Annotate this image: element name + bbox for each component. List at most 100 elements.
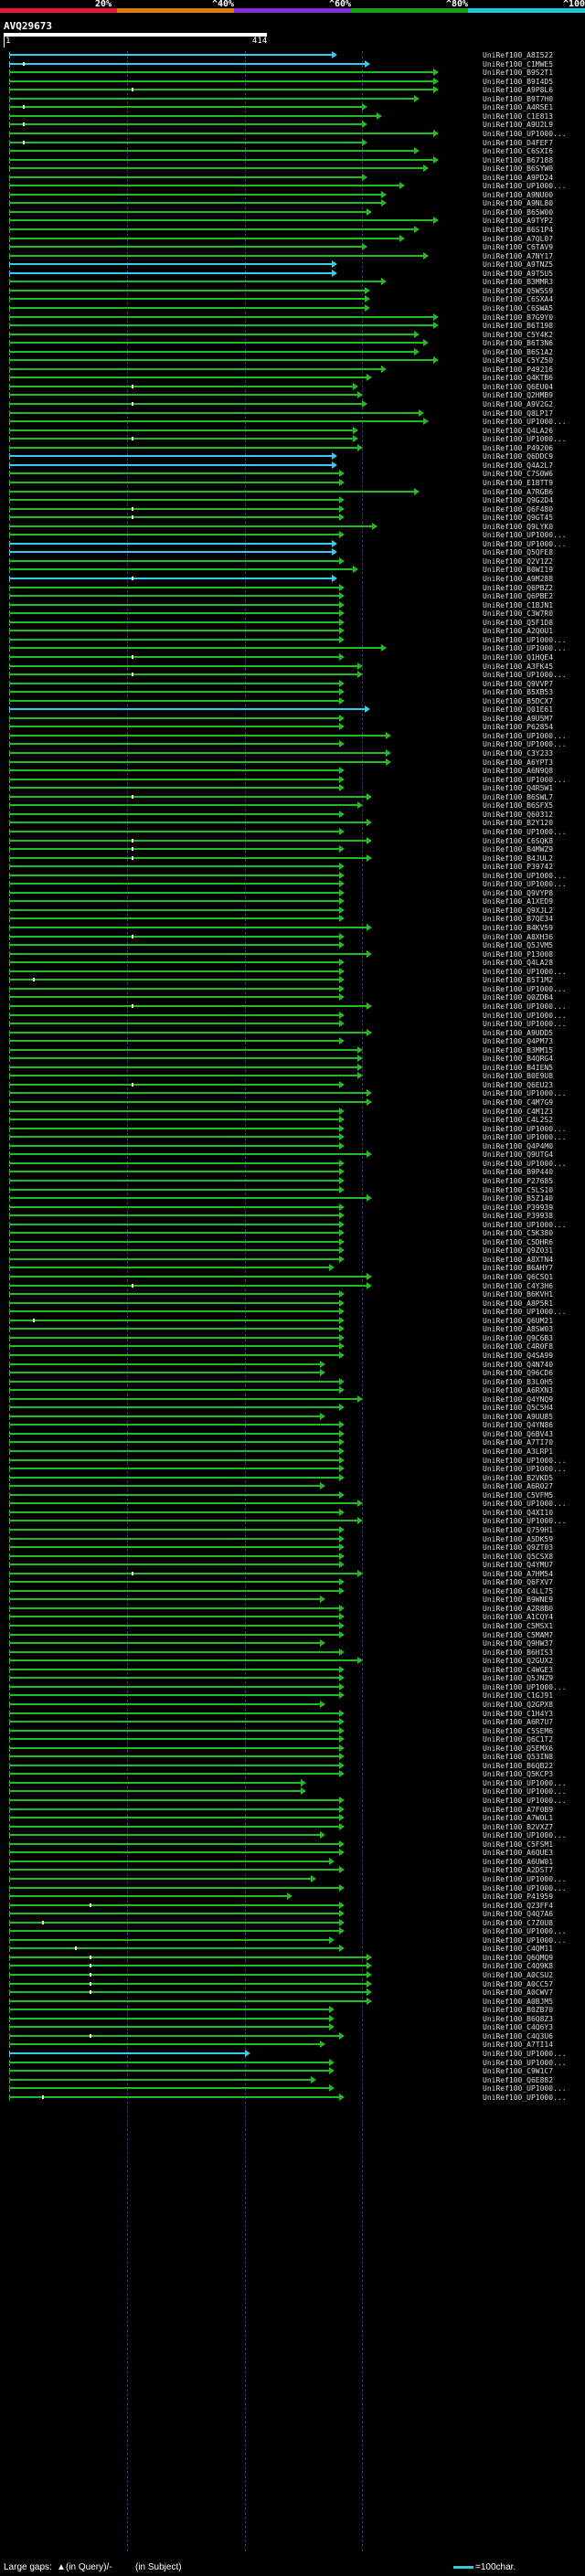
hit-row[interactable]: UniRef100_Q5EMX6 xyxy=(0,1744,585,1753)
hit-label[interactable]: UniRef100_C4M7G9 xyxy=(483,1098,554,1107)
hit-row[interactable]: UniRef100_A3LRP1 xyxy=(0,1447,585,1456)
hit-row[interactable]: UniRef100_B3MM15 xyxy=(0,1045,585,1055)
hit-row[interactable]: UniRef100_A9V2G2 xyxy=(0,400,585,408)
hit-label[interactable]: UniRef100_C6SXI6 xyxy=(483,147,554,156)
hit-label[interactable]: UniRef100_P13008 xyxy=(483,949,554,959)
hit-row[interactable]: UniRef100_P39742 xyxy=(0,863,585,871)
hit-row[interactable]: UniRef100_A9U2L9 xyxy=(0,121,585,129)
hit-label[interactable]: UniRef100_Q6CSQ1 xyxy=(483,1273,554,1281)
hit-label[interactable]: UniRef100_C3W7R0 xyxy=(483,610,554,619)
hit-row[interactable]: UniRef100_UP1000... xyxy=(0,1456,585,1465)
hit-label[interactable]: UniRef100_UP1000... xyxy=(483,1874,567,1883)
hit-label[interactable]: UniRef100_C5YZ50 xyxy=(483,356,554,366)
hit-label[interactable]: UniRef100_Q2V1Z2 xyxy=(483,557,554,566)
hit-row[interactable]: UniRef100_UP1000... xyxy=(0,182,585,190)
hit-row[interactable]: UniRef100_UP1000... xyxy=(0,129,585,138)
hit-label[interactable]: UniRef100_Q9ZT03 xyxy=(483,1543,554,1553)
hit-row[interactable]: UniRef100_A8SW03 xyxy=(0,1325,585,1333)
hit-label[interactable]: UniRef100_A6UW01 xyxy=(483,1857,554,1866)
hit-row[interactable]: UniRef100_UP1000... xyxy=(0,1465,585,1473)
hit-label[interactable]: UniRef100_Q6PBE2 xyxy=(483,592,554,601)
hit-row[interactable]: UniRef100_C6TAV9 xyxy=(0,243,585,251)
hit-label[interactable]: UniRef100_A8I522 xyxy=(483,51,554,59)
hit-row[interactable]: UniRef100_A0CC57 xyxy=(0,1979,585,1988)
hit-row[interactable]: UniRef100_Q4R5W1 xyxy=(0,784,585,792)
hit-row[interactable]: UniRef100_A9TYP2 xyxy=(0,217,585,225)
hit-label[interactable]: UniRef100_C3Y233 xyxy=(483,749,554,758)
hit-row[interactable]: UniRef100_Q9Z031 xyxy=(0,1246,585,1255)
hit-row[interactable]: UniRef100_UP1000... xyxy=(0,1778,585,1787)
hit-row[interactable]: UniRef100_C4M7G9 xyxy=(0,1098,585,1107)
hit-label[interactable]: UniRef100_A2Q0U1 xyxy=(483,627,554,636)
hit-label[interactable]: UniRef100_Q4YMU7 xyxy=(483,1561,554,1570)
hit-row[interactable]: UniRef100_P49206 xyxy=(0,443,585,452)
hit-row[interactable]: UniRef100_Q5QFE8 xyxy=(0,548,585,557)
hit-row[interactable]: UniRef100_B4MWZ9 xyxy=(0,845,585,853)
hit-row[interactable]: UniRef100_B4IEN5 xyxy=(0,1063,585,1072)
hit-label[interactable]: UniRef100_B4MWZ9 xyxy=(483,845,554,854)
hit-row[interactable]: UniRef100_B6QB22 xyxy=(0,1761,585,1770)
hit-row[interactable]: UniRef100_UP1000... xyxy=(0,2093,585,2102)
hit-label[interactable]: UniRef100_UP1000... xyxy=(483,1020,567,1029)
hit-row[interactable]: UniRef100_A8P5R1 xyxy=(0,1299,585,1308)
hit-row[interactable]: UniRef100_C5MSX1 xyxy=(0,1622,585,1630)
hit-row[interactable]: UniRef100_C5Y4K2 xyxy=(0,330,585,339)
hit-label[interactable]: UniRef100_B2VXZ7 xyxy=(483,1822,554,1831)
hit-label[interactable]: UniRef100_Q23FF4 xyxy=(483,1901,554,1910)
hit-label[interactable]: UniRef100_P49206 xyxy=(483,443,554,452)
hit-label[interactable]: UniRef100_UP1000... xyxy=(483,731,567,740)
hit-row[interactable]: UniRef100_UP1000... xyxy=(0,1500,585,1508)
hit-label[interactable]: UniRef100_C1E813 xyxy=(483,111,554,121)
hit-row[interactable]: UniRef100_Q6QMQ9 xyxy=(0,1953,585,1962)
hit-label[interactable]: UniRef100_B0WI19 xyxy=(483,566,554,575)
hit-row[interactable]: UniRef100_Q5JNZ9 xyxy=(0,1674,585,1682)
hit-label[interactable]: UniRef100_C4M1Z3 xyxy=(483,1107,554,1116)
hit-label[interactable]: UniRef100_A9PD24 xyxy=(483,173,554,182)
hit-label[interactable]: UniRef100_Q4LA28 xyxy=(483,959,554,968)
hit-row[interactable]: UniRef100_C9W1C7 xyxy=(0,2067,585,2075)
hit-label[interactable]: UniRef100_B5Z140 xyxy=(483,1194,554,1203)
hit-row[interactable]: UniRef100_UP1000... xyxy=(0,1831,585,1839)
hit-label[interactable]: UniRef100_UP1000... xyxy=(483,1500,567,1509)
hit-label[interactable]: UniRef100_UP1000... xyxy=(483,435,567,444)
hit-row[interactable]: UniRef100_A8I522 xyxy=(0,51,585,59)
hit-row[interactable]: UniRef100_UP1000... xyxy=(0,1089,585,1097)
hit-row[interactable]: UniRef100_Q6C1T2 xyxy=(0,1735,585,1744)
hit-row[interactable]: UniRef100_UP1000... xyxy=(0,984,585,993)
hit-label[interactable]: UniRef100_UP1000... xyxy=(483,2084,567,2094)
hit-row[interactable]: UniRef100_Q4YNQ9 xyxy=(0,1394,585,1404)
hit-label[interactable]: UniRef100_Q4R5W1 xyxy=(483,784,554,793)
hit-label[interactable]: UniRef100_C1MWE5 xyxy=(483,59,554,69)
hit-label[interactable]: UniRef100_C6SXA4 xyxy=(483,295,554,304)
hit-row[interactable]: UniRef100_B6T198 xyxy=(0,322,585,330)
hit-row[interactable]: UniRef100_A9NU00 xyxy=(0,190,585,199)
hit-label[interactable]: UniRef100_B6AHY7 xyxy=(483,1264,554,1273)
hit-row[interactable]: UniRef100_A7TI14 xyxy=(0,2041,585,2049)
hit-label[interactable]: UniRef100_UP1000... xyxy=(483,1787,567,1797)
hit-row[interactable]: UniRef100_P13008 xyxy=(0,949,585,959)
hit-label[interactable]: UniRef100_Q9XJL2 xyxy=(483,906,554,915)
hit-row[interactable]: UniRef100_Q6F480 xyxy=(0,504,585,514)
hit-label[interactable]: UniRef100_UP1000... xyxy=(483,1883,567,1892)
hit-row[interactable]: UniRef100_A7HM54 xyxy=(0,1569,585,1578)
hit-row[interactable]: UniRef100_UP1000... xyxy=(0,644,585,652)
hit-label[interactable]: UniRef100_Q4A2L7 xyxy=(483,461,554,470)
hit-label[interactable]: UniRef100_Q6UM21 xyxy=(483,1316,554,1325)
hit-label[interactable]: UniRef100_B6QB22 xyxy=(483,1761,554,1770)
hit-row[interactable]: UniRef100_A1CQY4 xyxy=(0,1613,585,1621)
hit-row[interactable]: UniRef100_A8XTN4 xyxy=(0,1255,585,1264)
hit-label[interactable]: UniRef100_C5Y4K2 xyxy=(483,330,554,339)
hit-row[interactable]: UniRef100_A0CSU2 xyxy=(0,1971,585,1979)
hit-row[interactable]: UniRef100_B6SYW0 xyxy=(0,164,585,173)
hit-label[interactable]: UniRef100_C4L2S2 xyxy=(483,1116,554,1125)
hit-label[interactable]: UniRef100_UP1000... xyxy=(483,129,567,138)
hit-label[interactable]: UniRef100_E1BTT9 xyxy=(483,478,554,487)
hit-row[interactable]: UniRef100_UP1000... xyxy=(0,2049,585,2058)
hit-row[interactable]: UniRef100_C1GJ91 xyxy=(0,1691,585,1700)
hit-row[interactable]: UniRef100_UP1000... xyxy=(0,2058,585,2067)
hit-label[interactable]: UniRef100_A7F0B9 xyxy=(483,1805,554,1814)
hit-row[interactable]: UniRef100_Q23FF4 xyxy=(0,1901,585,1910)
hit-row[interactable]: UniRef100_UP1000... xyxy=(0,1927,585,1935)
hit-row[interactable]: UniRef100_B5XB53 xyxy=(0,688,585,696)
hit-label[interactable]: UniRef100_Q4YNQ9 xyxy=(483,1394,554,1404)
